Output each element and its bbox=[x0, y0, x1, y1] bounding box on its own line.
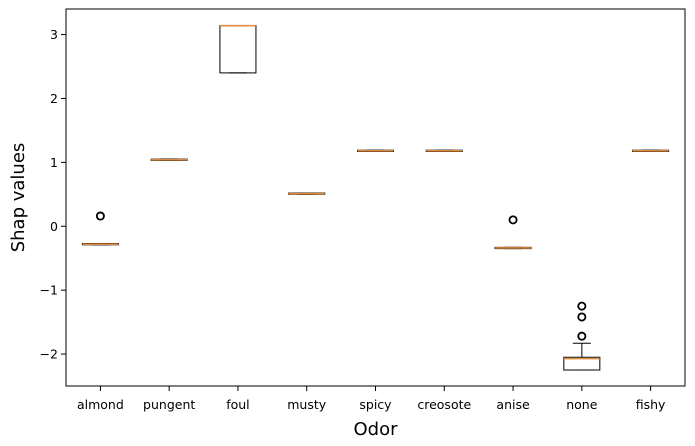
x-tick-label-creosote: creosote bbox=[417, 397, 471, 412]
outlier-point bbox=[577, 312, 587, 322]
x-tick-label-pungent: pungent bbox=[143, 397, 195, 412]
x-tick-label-anise: anise bbox=[496, 397, 530, 412]
box-fishy bbox=[632, 149, 670, 152]
box-none bbox=[563, 301, 601, 371]
box-pungent bbox=[150, 158, 188, 161]
y-tick-label: −2 bbox=[40, 347, 58, 362]
outlier-point bbox=[508, 215, 518, 225]
box-foul bbox=[219, 24, 257, 74]
y-axis-title: Shap values bbox=[8, 143, 29, 253]
box-creosote bbox=[425, 149, 463, 152]
box-musty bbox=[288, 192, 326, 195]
outlier-point bbox=[577, 331, 587, 341]
box-almond bbox=[81, 211, 119, 246]
y-tick-label: 1 bbox=[50, 155, 58, 170]
x-tick-label-almond: almond bbox=[77, 397, 124, 412]
plot-area bbox=[65, 8, 686, 387]
y-tick-label: 0 bbox=[50, 219, 58, 234]
x-tick-label-none: none bbox=[566, 397, 597, 412]
x-tick-label-fishy: fishy bbox=[636, 397, 666, 412]
y-tick-label: 3 bbox=[50, 27, 58, 42]
x-axis-title: Odor bbox=[353, 419, 398, 440]
box-anise bbox=[494, 215, 532, 250]
y-tick-label: −1 bbox=[40, 283, 58, 298]
outlier-point bbox=[95, 211, 105, 221]
x-tick-label-spicy: spicy bbox=[359, 397, 392, 412]
y-axis: 3 2 1 0 −1 −2 bbox=[40, 27, 66, 362]
interquartile-box bbox=[563, 356, 601, 371]
x-tick-label-musty: musty bbox=[287, 397, 327, 412]
box-series bbox=[81, 24, 670, 371]
y-tick-label: 2 bbox=[50, 91, 58, 106]
outlier-point bbox=[577, 301, 587, 311]
x-tick-label-foul: foul bbox=[226, 397, 249, 412]
box-spicy bbox=[357, 149, 394, 152]
x-axis: almond pungent foul musty spicy creosote anise… bbox=[77, 386, 666, 412]
